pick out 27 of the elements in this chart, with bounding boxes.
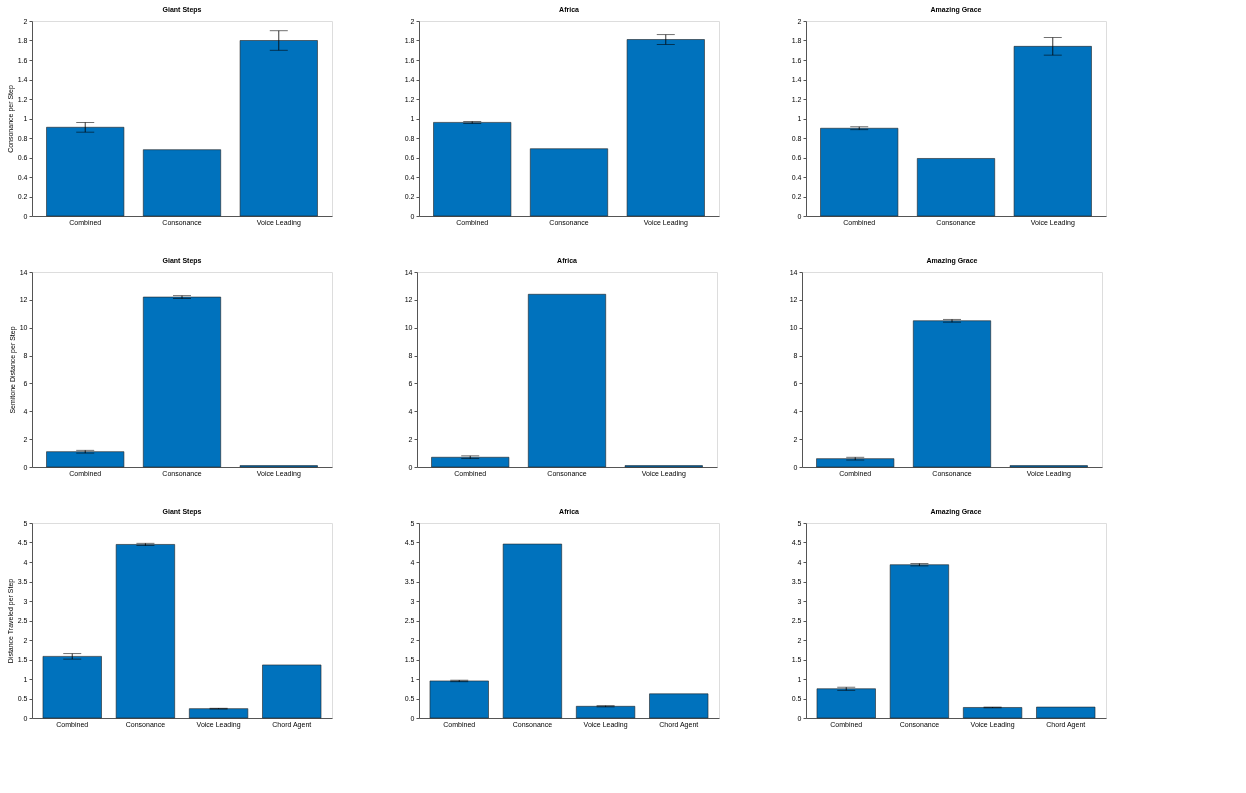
bar — [529, 148, 609, 217]
bar — [46, 126, 125, 217]
bar — [262, 664, 322, 719]
bar — [963, 707, 1023, 719]
bar — [189, 708, 249, 719]
bar — [820, 127, 899, 217]
bar — [46, 451, 125, 468]
bar — [916, 158, 996, 217]
bar — [142, 149, 222, 217]
bar — [239, 40, 318, 217]
bar — [527, 293, 607, 468]
bar — [649, 693, 709, 719]
bar — [889, 564, 949, 719]
bar — [142, 296, 222, 468]
bar — [431, 456, 510, 468]
bar — [626, 39, 705, 217]
bar — [912, 320, 992, 468]
bar — [576, 706, 636, 719]
bar — [1013, 46, 1092, 217]
bar — [816, 688, 876, 719]
bar — [1036, 706, 1096, 719]
bar — [816, 458, 895, 468]
bar — [502, 543, 562, 719]
bar — [429, 680, 489, 719]
bar — [115, 544, 175, 719]
bar — [42, 656, 102, 719]
bar — [433, 122, 512, 217]
